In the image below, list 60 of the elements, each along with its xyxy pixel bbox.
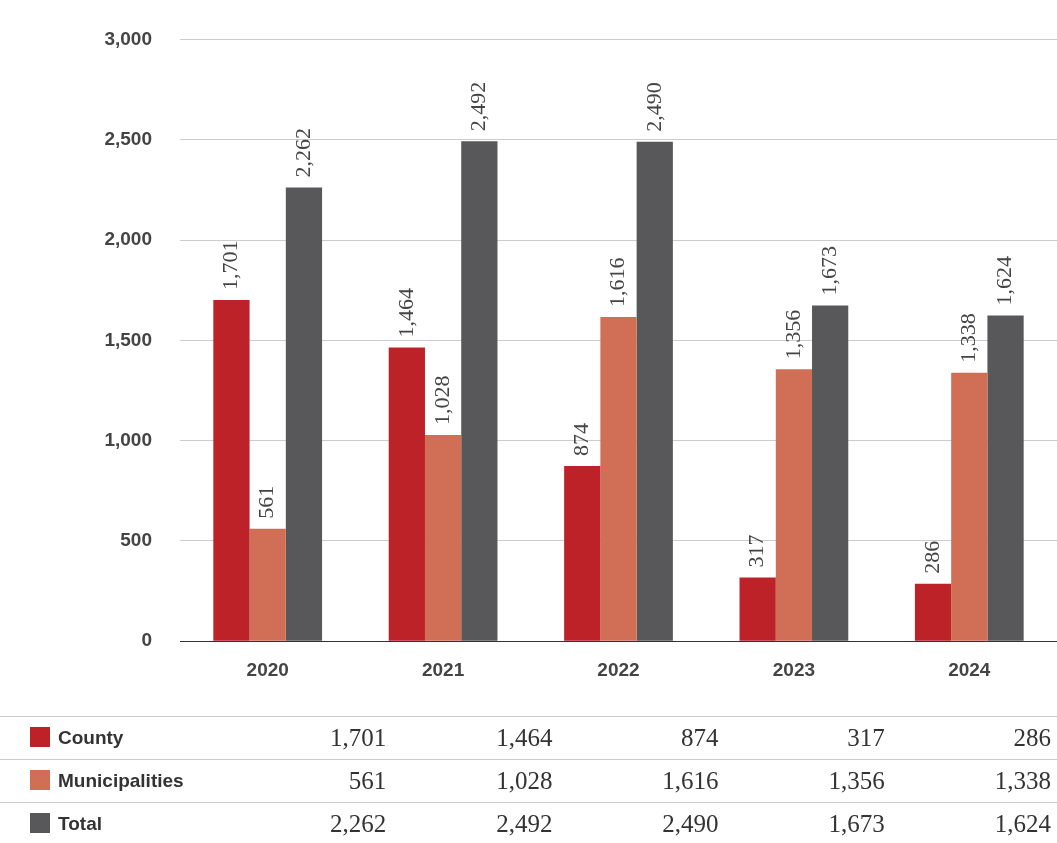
data-label: 1,028	[428, 375, 454, 425]
data-label: 1,616	[604, 257, 630, 308]
text: 1,338	[994, 767, 1051, 794]
bar	[775, 369, 813, 641]
text: 1,701	[329, 724, 387, 751]
bar	[951, 372, 988, 641]
text: 2,490	[662, 810, 719, 837]
y-tick-label: 2,000	[104, 228, 152, 250]
bar	[213, 299, 250, 641]
text: 1,673	[828, 810, 885, 837]
x-tick-label: 2024	[948, 658, 991, 680]
bar	[285, 187, 323, 641]
bar	[461, 141, 498, 641]
data-label: 1,464	[392, 288, 418, 338]
x-tick-label: 2022	[597, 658, 640, 680]
y-tick-label: 3,000	[104, 27, 152, 49]
data-label: 1,673	[815, 246, 841, 296]
legend-label: County	[0, 716, 226, 760]
text: 1,616	[662, 767, 719, 794]
x-tick-label: 2023	[772, 658, 816, 680]
y-tick-label: 1,000	[104, 428, 152, 450]
bar	[987, 315, 1024, 641]
text: 2,262	[329, 810, 387, 837]
y-tick-label: 0	[141, 629, 152, 651]
text: 1,356	[828, 767, 885, 794]
bar	[600, 317, 637, 641]
x-tick-label: 2021	[421, 658, 465, 680]
y-tick-label: 500	[120, 529, 152, 551]
bar	[564, 465, 601, 641]
data-label: 1,338	[955, 313, 981, 363]
data-label: 2,490	[640, 82, 666, 132]
bar	[914, 583, 952, 641]
legend-label: Municipalities	[0, 759, 226, 803]
text: 874	[681, 724, 719, 751]
bar	[812, 305, 849, 641]
text: 1,464	[496, 724, 553, 751]
text: 561	[348, 767, 387, 794]
text: 1,624	[994, 810, 1051, 837]
data-label: 2,262	[289, 127, 315, 178]
data-label: 1,624	[991, 255, 1017, 306]
bar	[424, 434, 462, 641]
text: 2,492	[496, 810, 553, 837]
bar	[636, 141, 673, 641]
bar	[249, 528, 286, 641]
data-label: 1,701	[217, 240, 243, 290]
data-label: 286	[918, 540, 944, 574]
legend-label: Total	[0, 802, 226, 843]
text: 1,028	[496, 767, 553, 794]
text: 317	[847, 724, 885, 751]
x-tick-label: 2020	[246, 658, 289, 680]
data-label: 561	[253, 485, 279, 519]
data-label: 2,492	[465, 81, 491, 132]
data-label: 874	[568, 422, 594, 456]
data-label: 317	[743, 534, 769, 568]
bar	[388, 347, 425, 641]
bar	[739, 577, 776, 641]
y-tick-label: 2,500	[104, 127, 152, 149]
y-tick-label: 1,500	[104, 328, 152, 350]
data-label: 1,356	[779, 309, 805, 360]
text: 286	[1013, 724, 1051, 751]
